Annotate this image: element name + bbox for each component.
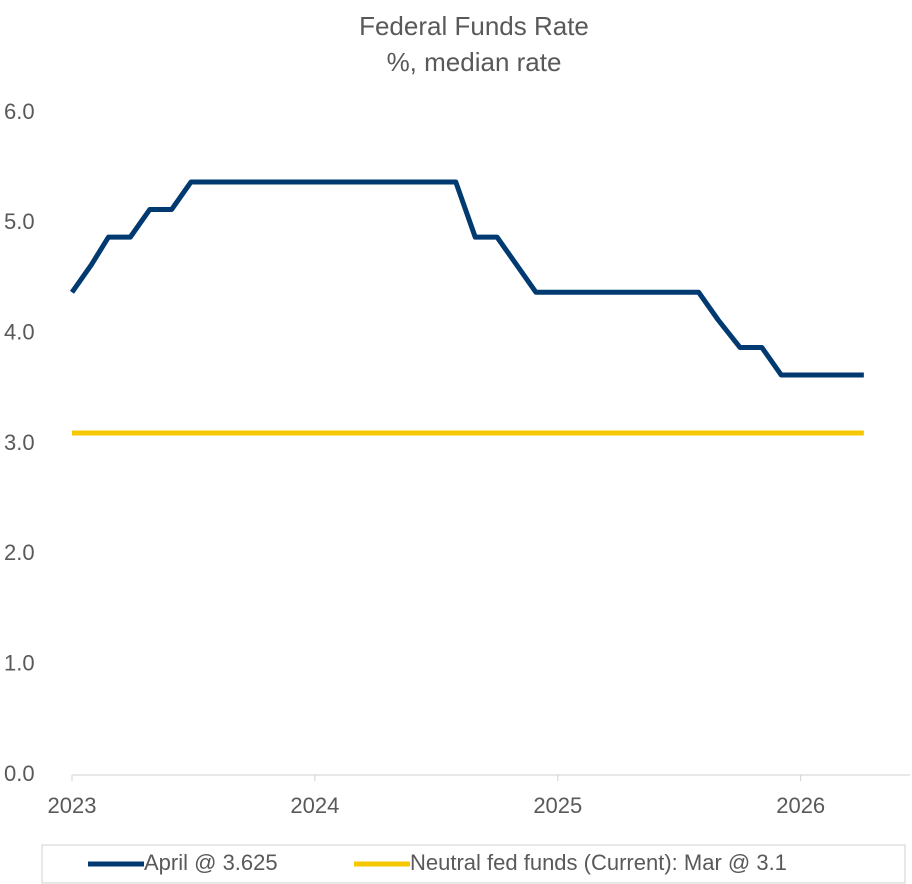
- y-tick-label: 5.0: [4, 209, 35, 234]
- chart-subtitle: %, median rate: [387, 47, 562, 77]
- chart-title: Federal Funds Rate: [359, 11, 589, 41]
- legend-box: [41, 844, 906, 884]
- x-tick-label: 2023: [48, 793, 97, 818]
- x-tick-label: 2025: [533, 793, 582, 818]
- series-line: [69, 179, 864, 378]
- y-tick-label: 6.0: [4, 99, 35, 124]
- y-tick-label: 1.0: [4, 650, 35, 675]
- legend-label: April @ 3.625: [144, 850, 278, 875]
- x-tick-label: 2026: [776, 793, 825, 818]
- y-tick-label: 0.0: [4, 761, 35, 786]
- x-tick-label: 2024: [290, 793, 339, 818]
- y-tick-label: 3.0: [4, 430, 35, 455]
- y-tick-label: 4.0: [4, 319, 35, 344]
- y-tick-label: 2.0: [4, 540, 35, 565]
- legend-label: Neutral fed funds (Current): Mar @ 3.1: [410, 850, 787, 875]
